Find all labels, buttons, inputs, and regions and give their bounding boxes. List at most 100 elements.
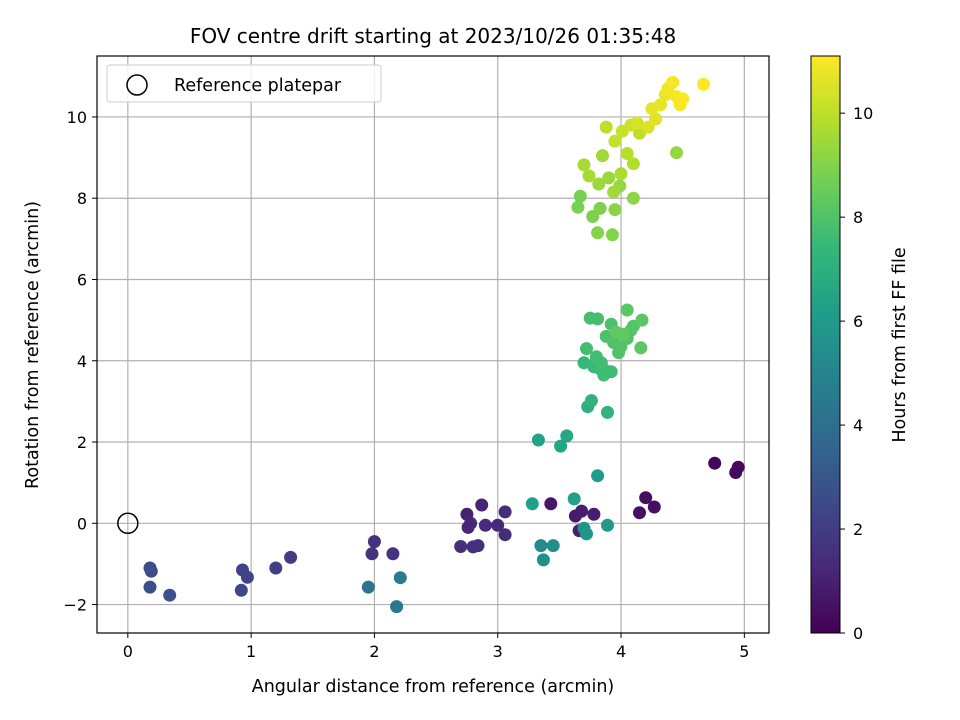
- data-point: [536, 553, 550, 567]
- data-point: [596, 149, 609, 163]
- data-point: [544, 497, 558, 511]
- colorbar-ticks: 0 2 4 6 8 10: [840, 104, 873, 643]
- y-tick-label: 10: [67, 108, 87, 127]
- data-point: [580, 342, 593, 356]
- x-tick-label: 3: [493, 642, 503, 661]
- x-tick-label: 2: [369, 642, 379, 661]
- data-point: [676, 92, 690, 106]
- chart-title: FOV centre drift starting at 2023/10/26 …: [190, 24, 676, 48]
- data-point: [639, 491, 653, 505]
- data-point: [478, 518, 492, 532]
- y-tick-label: −2: [63, 596, 87, 615]
- data-point: [597, 368, 611, 382]
- axis-ticks: 0 1 2 3 4 5 −2 0 2 4 6 8 10: [63, 108, 749, 661]
- x-tick-label: 4: [616, 642, 626, 661]
- data-point: [143, 580, 157, 594]
- data-point: [471, 539, 485, 553]
- data-points: [117, 75, 745, 614]
- legend: Reference platepar: [106, 64, 382, 103]
- x-tick-label: 0: [123, 642, 133, 661]
- data-point: [546, 539, 560, 553]
- colorbar-tick-label: 0: [853, 624, 863, 643]
- data-point: [234, 583, 248, 597]
- data-point: [630, 116, 644, 130]
- data-point: [605, 228, 619, 242]
- data-point: [602, 171, 616, 185]
- data-point: [591, 226, 605, 240]
- data-point: [498, 528, 512, 542]
- data-point: [390, 600, 404, 614]
- data-point: [571, 200, 585, 214]
- data-point: [365, 547, 379, 561]
- legend-box: [106, 64, 382, 103]
- data-point: [620, 303, 634, 317]
- data-point: [534, 539, 548, 553]
- data-point: [584, 394, 598, 408]
- data-point: [591, 312, 605, 326]
- data-point: [582, 169, 596, 183]
- data-point: [560, 429, 574, 443]
- data-point: [608, 203, 622, 217]
- data-point: [649, 112, 663, 126]
- data-point: [577, 158, 591, 172]
- data-point: [573, 189, 587, 203]
- data-point: [635, 313, 649, 327]
- data-point: [620, 147, 634, 160]
- data-point: [594, 356, 608, 370]
- x-tick-label: 5: [739, 642, 749, 661]
- y-tick-label: 6: [77, 270, 87, 289]
- data-point: [269, 561, 283, 575]
- data-point: [601, 518, 614, 532]
- data-point: [607, 185, 621, 199]
- colorbar-tick-label: 6: [853, 312, 863, 331]
- data-point: [708, 456, 722, 470]
- data-point: [626, 157, 640, 171]
- data-point: [567, 492, 581, 506]
- data-point: [609, 325, 623, 339]
- data-point: [591, 469, 605, 483]
- y-tick-label: 4: [77, 352, 87, 371]
- data-point: [670, 146, 683, 160]
- y-tick-label: 2: [77, 433, 87, 452]
- data-point: [666, 75, 680, 89]
- data-point: [601, 405, 614, 419]
- y-axis-label: Rotation from reference (arcmin): [23, 201, 43, 489]
- data-point: [634, 341, 648, 355]
- x-tick-label: 1: [246, 642, 256, 661]
- legend-label: Reference platepar: [174, 76, 342, 96]
- colorbar-tick-label: 10: [853, 104, 873, 123]
- data-point: [608, 134, 622, 148]
- colorbar-tick-label: 2: [853, 520, 863, 539]
- colorbar-tick-label: 4: [853, 416, 863, 435]
- data-point: [731, 460, 745, 474]
- data-point: [614, 167, 628, 181]
- data-point: [592, 177, 606, 191]
- data-point: [498, 505, 512, 519]
- data-point: [554, 439, 568, 453]
- legend-marker-circle: [126, 74, 148, 96]
- data-point: [491, 518, 505, 532]
- data-point: [475, 498, 489, 512]
- x-axis-label: Angular distance from reference (arcmin): [252, 677, 615, 697]
- data-point: [163, 588, 177, 602]
- data-point: [240, 570, 254, 584]
- data-point: [633, 506, 646, 520]
- data-point: [587, 507, 601, 521]
- data-point: [144, 564, 158, 578]
- data-point: [575, 504, 589, 518]
- data-point: [593, 201, 607, 215]
- data-point: [361, 580, 375, 594]
- grid-lines: [97, 56, 769, 633]
- data-point: [577, 356, 591, 370]
- data-point: [599, 120, 613, 134]
- plot-frame: [96, 55, 770, 634]
- data-point: [461, 520, 475, 534]
- data-point: [647, 500, 661, 514]
- reference-platepar-marker: [117, 512, 139, 535]
- data-point: [284, 550, 298, 564]
- colorbar-label: Hours from first FF file: [890, 247, 910, 442]
- colorbar: 0 2 4 6 8 10 Hours from first FF file: [810, 55, 910, 643]
- data-point: [393, 571, 407, 585]
- colorbar-gradient: [810, 55, 841, 634]
